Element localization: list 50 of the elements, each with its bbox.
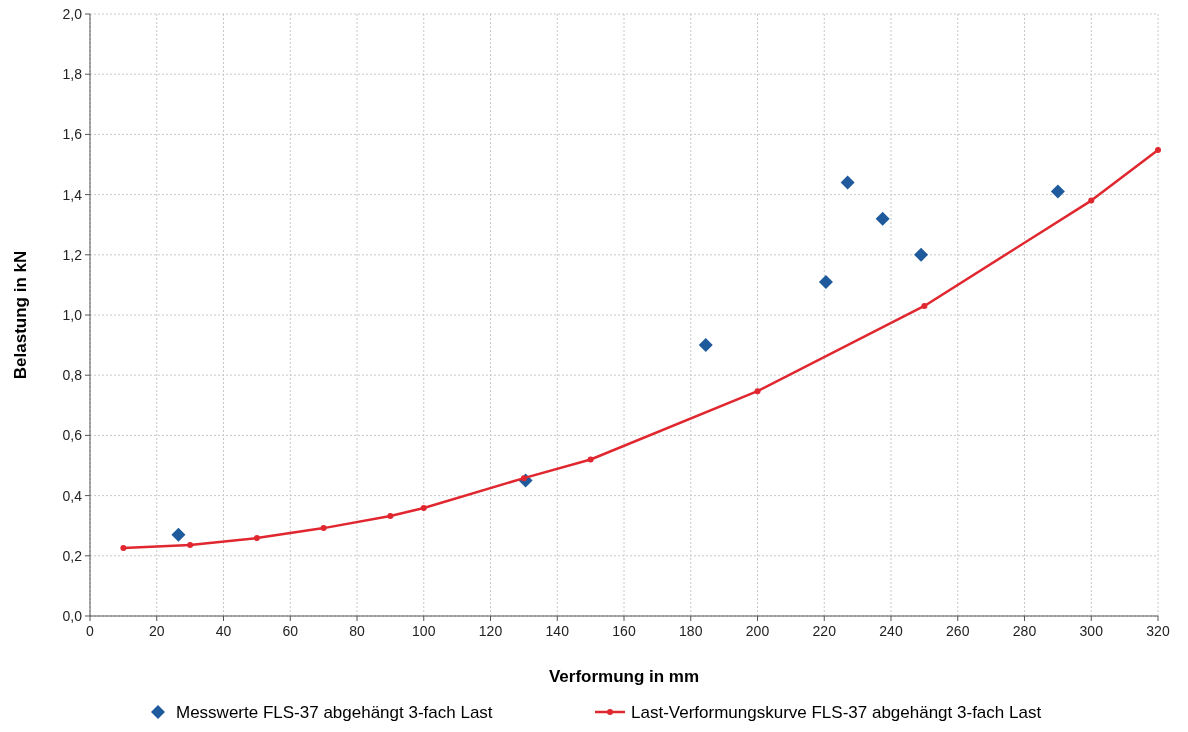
- y-tick-label: 1,8: [62, 66, 83, 83]
- x-tick-label: 160: [612, 623, 636, 639]
- x-tick-label: 280: [1012, 623, 1037, 639]
- y-tick-label: 1,4: [62, 186, 83, 203]
- point: [1155, 147, 1161, 154]
- y-tick-label: 0,6: [62, 427, 83, 444]
- point: [253, 535, 260, 542]
- x-tick-label: 180: [679, 623, 703, 639]
- y-tick-label: 0,4: [62, 487, 83, 504]
- point: [1050, 184, 1065, 199]
- x-tick-label: 100: [412, 623, 436, 639]
- point: [1088, 197, 1095, 204]
- point: [875, 211, 890, 226]
- x-tick-label: 320: [1146, 623, 1170, 639]
- x-tick-label: 120: [478, 623, 503, 639]
- x-tick-label: 240: [879, 623, 903, 639]
- point: [754, 388, 761, 395]
- y-tick-label: 1,6: [62, 126, 83, 143]
- y-tick-label: 2,0: [62, 6, 83, 22]
- legend-label: Last-Verformungskurve FLS-37 abgehängt 3-fach Last: [631, 703, 1042, 722]
- x-tick-label: 140: [545, 623, 570, 639]
- y-tick-label: 0,0: [62, 608, 83, 624]
- point: [587, 456, 594, 463]
- point: [921, 302, 928, 309]
- point: [171, 527, 186, 542]
- x-tick-label: 40: [215, 623, 232, 639]
- point: [187, 541, 194, 548]
- y-tick-label: 1,0: [62, 307, 83, 323]
- x-tick-label: 0: [86, 623, 95, 639]
- point: [320, 525, 327, 532]
- x-axis-title: Verformung in mm: [548, 667, 700, 686]
- x-tick-label: 300: [1079, 623, 1104, 639]
- point: [914, 247, 929, 262]
- point: [818, 274, 833, 289]
- legend-label: Messwerte FLS-37 abgehängt 3-fach Last: [176, 703, 493, 722]
- x-tick-label: 260: [946, 623, 970, 639]
- point: [387, 513, 394, 520]
- x-tick-label: 60: [282, 623, 299, 639]
- y-tick-label: 0,8: [62, 367, 83, 384]
- x-tick-label: 20: [148, 623, 165, 639]
- x-tick-label: 80: [349, 623, 365, 639]
- y-tick-label: 0,2: [62, 547, 83, 564]
- y-tick-label: 1,2: [62, 246, 83, 263]
- point: [698, 338, 713, 353]
- x-tick-label: 200: [745, 623, 770, 639]
- x-tick-label: 220: [812, 623, 837, 639]
- point: [840, 175, 855, 190]
- y-axis-title: Belastung in kN: [11, 250, 30, 380]
- point: [120, 544, 127, 551]
- point: [420, 504, 427, 511]
